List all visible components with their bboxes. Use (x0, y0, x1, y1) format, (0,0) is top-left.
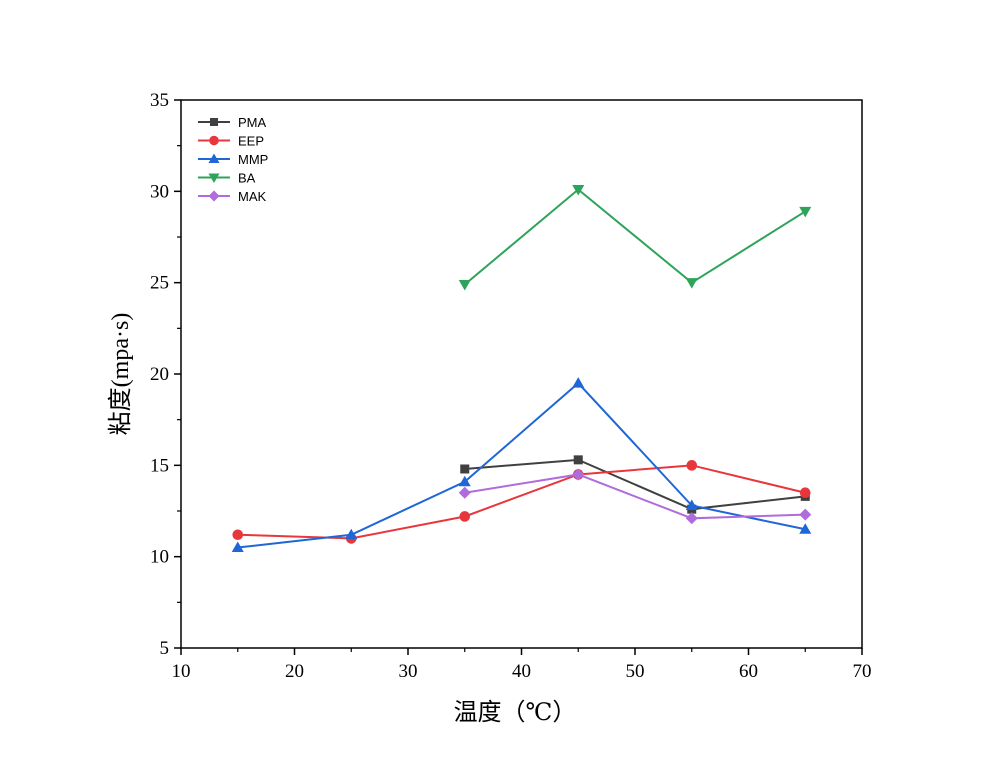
data-point-ba (799, 206, 812, 218)
legend-label-mmp: MMP (238, 152, 268, 167)
y-tick-label: 25 (150, 273, 169, 294)
x-tick-label: 50 (626, 661, 645, 682)
data-point-mmp (458, 475, 471, 487)
x-tick-label: 40 (512, 661, 531, 682)
series-line-ba (464, 188, 806, 286)
data-point-mmp (231, 541, 244, 553)
y-tick-label: 10 (150, 547, 169, 568)
legend-label-eep: EEP (238, 134, 264, 149)
data-point-ba (572, 185, 585, 196)
legend: PMA EEP MMP BA MAK (198, 115, 268, 204)
data-point-mak (685, 512, 698, 525)
data-point-eep (232, 529, 244, 541)
x-tick-label: 30 (399, 661, 418, 682)
series-mak (458, 468, 812, 525)
data-point-mmp (345, 528, 358, 540)
legend-marker-mmp (208, 153, 220, 163)
legend-item-mak: MAK (198, 189, 267, 204)
data-point-eep (686, 460, 698, 471)
y-axis-title: 粘度(mpa·s) (107, 313, 134, 436)
legend-label-pma: PMA (238, 115, 267, 130)
data-point-mak (799, 508, 812, 521)
series-line-pma (464, 458, 806, 511)
y-tick-label: 30 (150, 181, 169, 202)
x-tick-label: 70 (853, 661, 872, 682)
data-point-ba (685, 278, 698, 289)
legend-item-eep: EEP (198, 134, 264, 149)
plot-frame (180, 99, 863, 649)
data-point-mak (458, 486, 471, 499)
legend-item-mmp: MMP (198, 152, 268, 167)
legend-label-ba: BA (238, 171, 256, 186)
series-ba (458, 185, 812, 291)
data-point-mmp (572, 377, 585, 388)
x-tick-label: 10 (172, 661, 191, 682)
x-axis: 10 20 30 40 50 60 70 (172, 648, 872, 682)
data-point-mmp (799, 523, 812, 534)
y-tick-label: 15 (150, 455, 169, 476)
data-point-mak (572, 468, 585, 481)
legend-marker-ba (208, 173, 220, 183)
series-layer (231, 185, 812, 553)
x-tick-label: 60 (739, 661, 758, 682)
legend-label-mak: MAK (238, 189, 267, 204)
y-tick-label: 35 (150, 90, 169, 111)
data-point-pma (460, 464, 470, 474)
y-tick-label: 20 (150, 364, 169, 385)
legend-marker-pma (210, 118, 218, 126)
x-tick-label: 20 (285, 661, 304, 682)
data-point-pma (573, 455, 583, 465)
data-point-ba (458, 279, 471, 291)
x-axis-title: 温度（℃） (454, 699, 577, 726)
y-tick-label: 5 (160, 638, 170, 659)
y-axis: 5 10 15 20 25 30 35 (150, 90, 181, 659)
series-eep (232, 460, 811, 544)
legend-marker-eep (209, 135, 219, 146)
legend-item-pma: PMA (198, 115, 267, 130)
series-line-mmp (237, 381, 806, 549)
series-line-eep (237, 464, 806, 540)
data-point-eep (799, 487, 811, 499)
data-point-mmp (685, 499, 698, 511)
legend-marker-mak (208, 190, 220, 202)
series-mmp (231, 377, 812, 553)
series-line-mak (464, 473, 806, 520)
data-point-eep (459, 511, 471, 522)
legend-item-ba: BA (198, 171, 256, 186)
